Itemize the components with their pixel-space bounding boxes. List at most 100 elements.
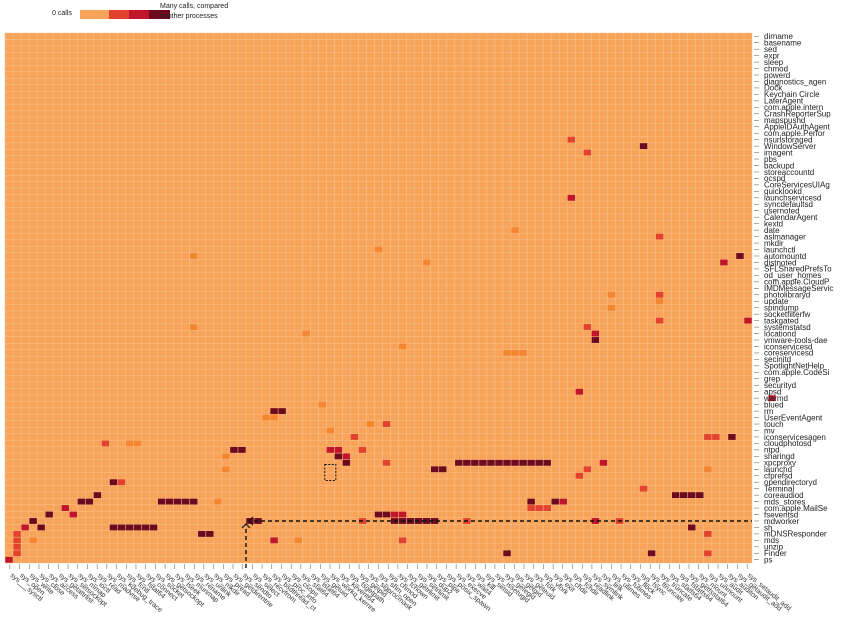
heatmap-cell[interactable] [575, 388, 584, 395]
heatmap-cell[interactable] [583, 466, 592, 473]
heatmap-cell[interactable] [366, 421, 375, 427]
heatmap-cell[interactable] [37, 524, 45, 531]
heatmap-cell[interactable] [543, 505, 551, 511]
heatmap-cell[interactable] [479, 459, 487, 466]
heatmap-cell[interactable] [302, 330, 310, 337]
heatmap-cell[interactable] [190, 253, 198, 259]
heatmap-cell[interactable] [511, 350, 519, 356]
heatmap-cell[interactable] [21, 524, 29, 531]
heatmap-cell[interactable] [688, 524, 696, 531]
heatmap-cell[interactable] [109, 479, 118, 486]
heatmap-cell[interactable] [704, 550, 712, 557]
heatmap-cell[interactable] [503, 550, 511, 557]
heatmap-cell[interactable] [688, 492, 696, 499]
heatmap-cell[interactable] [728, 434, 736, 440]
heatmap-cell[interactable] [439, 466, 447, 473]
heatmap-cell[interactable] [270, 408, 278, 415]
heatmap-cell[interactable] [374, 511, 383, 518]
heatmap-cell[interactable] [567, 136, 575, 143]
heatmap-cell[interactable] [206, 530, 214, 537]
heatmap-cell[interactable] [350, 434, 359, 440]
heatmap-cell[interactable] [29, 537, 37, 544]
heatmap-cell[interactable] [503, 459, 511, 466]
heatmap-cell[interactable] [238, 446, 246, 453]
heatmap-cell[interactable] [398, 537, 407, 544]
heatmap-cell[interactable] [559, 498, 567, 505]
heatmap-cell[interactable] [527, 459, 535, 466]
heatmap-cell[interactable] [503, 350, 511, 356]
heatmap-cell[interactable] [639, 485, 648, 492]
heatmap-cell[interactable] [551, 498, 559, 505]
heatmap-cell[interactable] [109, 524, 118, 531]
heatmap-cell[interactable] [198, 530, 206, 537]
heatmap-cell[interactable] [334, 453, 343, 460]
heatmap-cell[interactable] [125, 440, 134, 447]
heatmap-cell[interactable] [655, 298, 664, 305]
heatmap-cell[interactable] [583, 324, 592, 331]
heatmap-cell[interactable] [13, 537, 21, 544]
heatmap-cell[interactable] [133, 524, 142, 531]
heatmap-cell[interactable] [768, 395, 776, 402]
heatmap-cell[interactable] [599, 459, 608, 466]
heatmap-cell[interactable] [591, 337, 600, 343]
heatmap-cell[interactable] [527, 505, 535, 511]
heatmap-cell[interactable] [77, 498, 86, 505]
heatmap-cell[interactable] [422, 518, 431, 524]
heatmap-cell[interactable] [655, 233, 664, 240]
heatmap-cell[interactable] [671, 492, 680, 499]
heatmap-cell[interactable] [93, 492, 102, 499]
heatmap-cell[interactable] [455, 459, 463, 466]
heatmap-cell[interactable] [647, 550, 656, 557]
heatmap-cell[interactable] [5, 556, 13, 563]
heatmap-cell[interactable] [61, 505, 69, 511]
heatmap-cell[interactable] [398, 511, 407, 518]
heatmap-cell[interactable] [583, 149, 592, 156]
heatmap-cell[interactable] [294, 537, 302, 544]
heatmap-cell[interactable] [696, 492, 704, 499]
heatmap-cell[interactable] [190, 324, 198, 331]
heatmap-cell[interactable] [487, 459, 495, 466]
heatmap-cell[interactable] [157, 498, 166, 505]
heatmap-cell[interactable] [117, 479, 126, 486]
heatmap-cell[interactable] [567, 194, 575, 201]
heatmap-cell[interactable] [13, 530, 21, 537]
heatmap-cell[interactable] [125, 524, 134, 531]
heatmap-cell[interactable] [495, 459, 503, 466]
heatmap-cell[interactable] [382, 421, 391, 427]
heatmap-cell[interactable] [704, 434, 712, 440]
heatmap-cell[interactable] [607, 304, 616, 311]
heatmap-cell[interactable] [704, 466, 712, 473]
heatmap-cell[interactable] [133, 440, 142, 447]
heatmap-cell[interactable] [182, 498, 190, 505]
heatmap-cell[interactable] [655, 291, 664, 298]
heatmap-cell[interactable] [535, 459, 543, 466]
heatmap-cell[interactable] [29, 518, 37, 524]
heatmap-cell[interactable] [117, 524, 126, 531]
heatmap-cell[interactable] [326, 427, 335, 434]
heatmap-cell[interactable] [214, 498, 222, 505]
heatmap-cell[interactable] [222, 466, 230, 473]
heatmap-cell[interactable] [374, 246, 383, 253]
heatmap-cell[interactable] [190, 498, 198, 505]
heatmap-cell[interactable] [69, 511, 77, 518]
heatmap-cell[interactable] [326, 446, 335, 453]
heatmap-cell[interactable] [246, 518, 254, 524]
heatmap-cell[interactable] [720, 259, 728, 266]
heatmap-cell[interactable] [680, 492, 688, 499]
heatmap-cell[interactable] [149, 524, 158, 531]
heatmap-cell[interactable] [358, 446, 367, 453]
heatmap-cell[interactable] [471, 459, 479, 466]
heatmap-cell[interactable] [736, 253, 744, 259]
heatmap-cell[interactable] [270, 537, 278, 544]
heatmap-cell[interactable] [535, 505, 543, 511]
heatmap-cell[interactable] [85, 498, 94, 505]
heatmap-cell[interactable] [342, 459, 351, 466]
heatmap-cell[interactable] [254, 518, 262, 524]
heatmap-cell[interactable] [744, 317, 752, 324]
heatmap-cell[interactable] [704, 530, 712, 537]
heatmap-cell[interactable] [262, 414, 270, 421]
heatmap-cell[interactable] [519, 459, 527, 466]
heatmap-cell[interactable] [463, 459, 471, 466]
heatmap-cell[interactable] [165, 498, 174, 505]
heatmap-cell[interactable] [270, 414, 278, 421]
